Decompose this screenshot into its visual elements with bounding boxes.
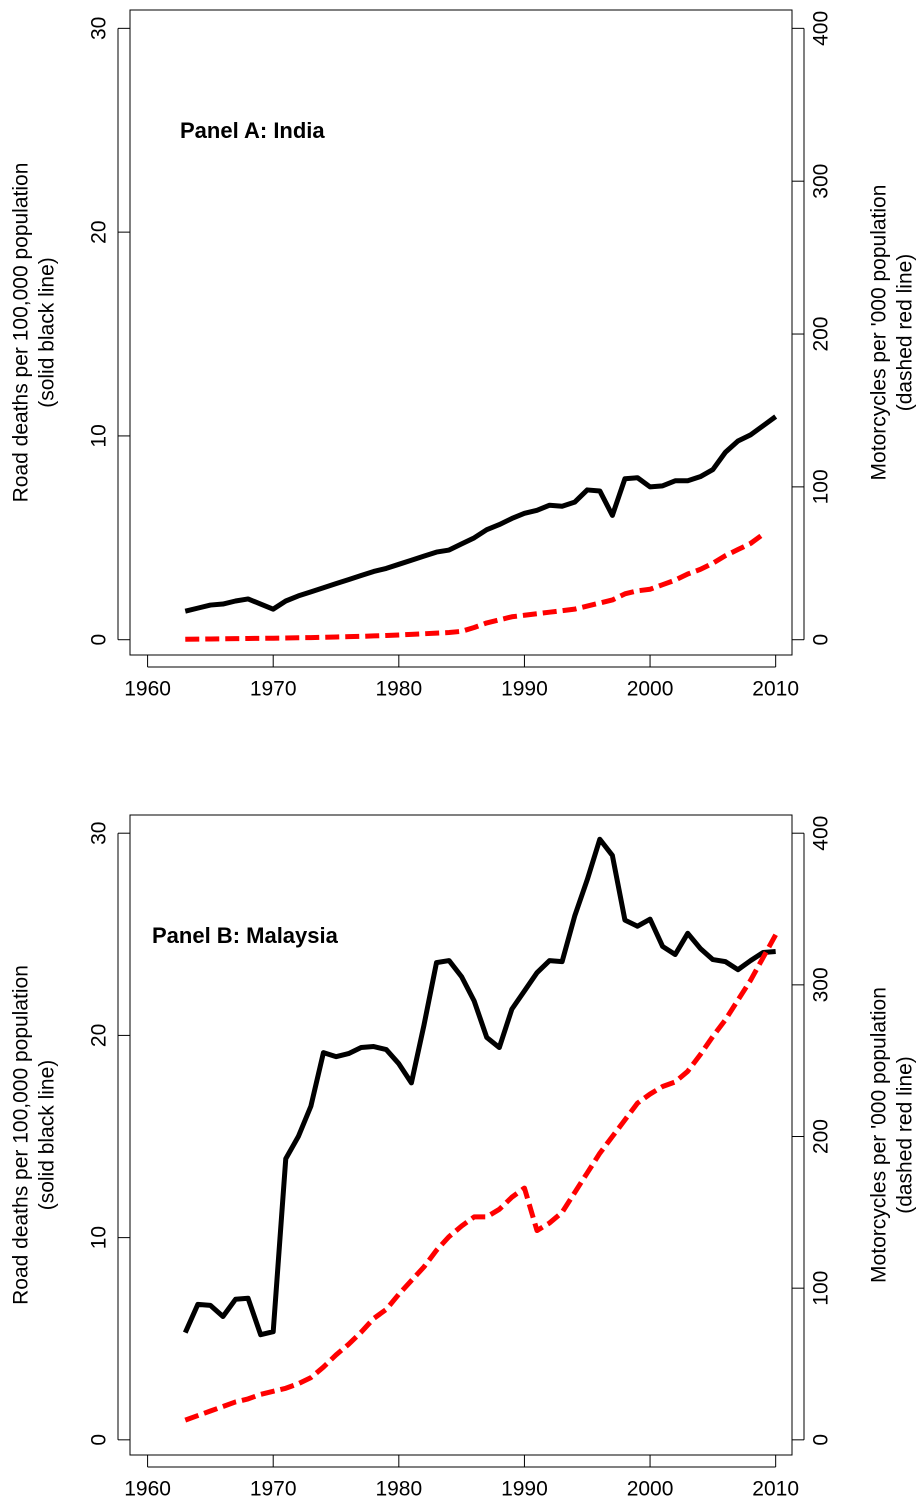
data-line xyxy=(182,836,776,1338)
y-axis-label: (solid black line) xyxy=(36,257,59,408)
data-line xyxy=(185,532,765,642)
x-tick-label: 2000 xyxy=(627,678,674,701)
x-tick-label: 1970 xyxy=(250,1478,297,1500)
y2-tick-label: 300 xyxy=(810,967,833,1002)
x-tick-label: 1990 xyxy=(501,678,548,701)
x-tick-label: 1970 xyxy=(250,678,297,701)
data-line xyxy=(184,414,778,614)
y-tick-label: 20 xyxy=(88,220,111,243)
y2-tick-label: 0 xyxy=(810,1434,833,1446)
y2-tick-label: 300 xyxy=(810,164,833,199)
y-tick-label: 10 xyxy=(88,1226,111,1249)
y2-tick-label: 400 xyxy=(810,11,833,46)
panel-title: Panel A: India xyxy=(180,118,325,143)
y-tick-label: 20 xyxy=(88,1024,111,1047)
y2-axis-label: Motorcycles per '000 population xyxy=(868,987,891,1283)
y-tick-label: 10 xyxy=(88,424,111,447)
y2-axis-label: (dashed red line) xyxy=(894,1056,917,1214)
panel-title: Panel B: Malaysia xyxy=(152,923,339,948)
x-tick-label: 2010 xyxy=(752,1478,799,1500)
x-tick-label: 2000 xyxy=(627,1478,674,1500)
x-tick-label: 1980 xyxy=(375,1478,422,1500)
y-axis-label: Road deaths per 100,000 population xyxy=(10,965,33,1305)
y2-axis-label: Motorcycles per '000 population xyxy=(868,185,891,481)
y2-tick-label: 200 xyxy=(810,1119,833,1154)
y-tick-label: 0 xyxy=(88,634,111,646)
y-tick-label: 30 xyxy=(88,17,111,40)
y2-tick-label: 400 xyxy=(810,816,833,851)
data-line xyxy=(184,933,778,1423)
x-tick-label: 2010 xyxy=(752,678,799,701)
y-axis-label: Road deaths per 100,000 population xyxy=(10,163,33,503)
y2-tick-label: 200 xyxy=(810,317,833,352)
y2-tick-label: 100 xyxy=(810,469,833,504)
x-tick-label: 1990 xyxy=(501,1478,548,1500)
y-axis-label: (solid black line) xyxy=(36,1060,59,1211)
x-tick-label: 1960 xyxy=(124,1478,171,1500)
y2-tick-label: 0 xyxy=(810,634,833,646)
y2-axis-label: (dashed red line) xyxy=(894,254,917,412)
y2-tick-label: 100 xyxy=(810,1271,833,1306)
x-tick-label: 1960 xyxy=(124,678,171,701)
x-tick-label: 1980 xyxy=(375,678,422,701)
y-tick-label: 0 xyxy=(88,1434,111,1446)
y-tick-label: 30 xyxy=(88,822,111,845)
plot-frame xyxy=(129,9,793,656)
plot-frame xyxy=(129,814,793,1456)
